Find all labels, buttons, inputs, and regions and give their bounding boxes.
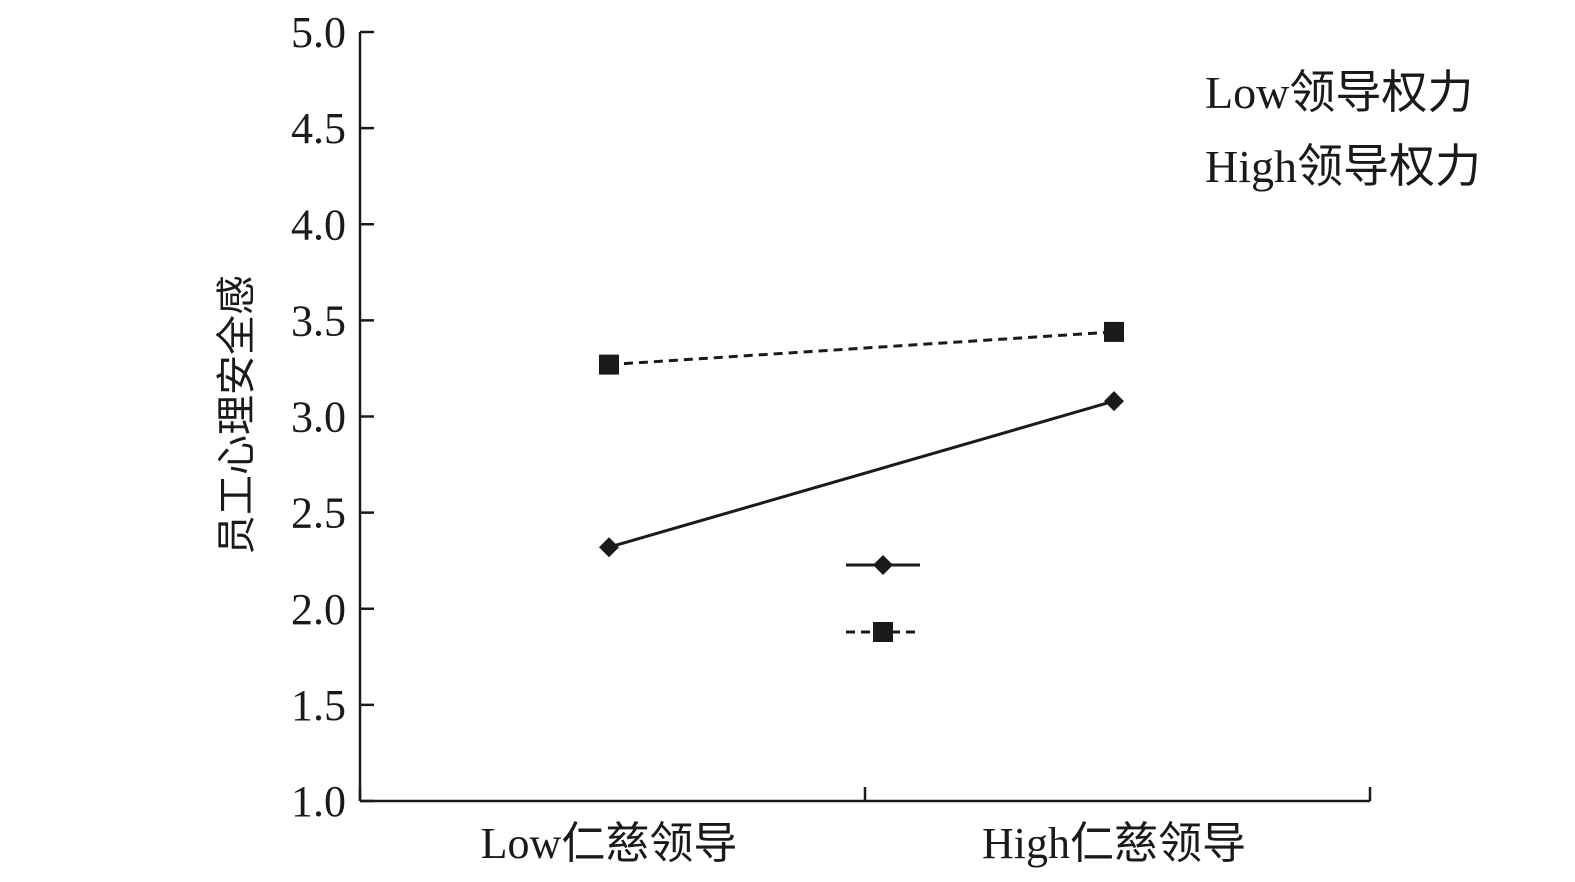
series-line — [608, 330, 1115, 367]
legend-label: Low领导权力 — [1205, 67, 1473, 118]
x-category-label: Low仁慈领导 — [481, 819, 738, 868]
data-point — [599, 537, 619, 558]
legend-swatch — [846, 555, 920, 575]
y-tick-label: 2.5 — [291, 489, 346, 538]
y-tick-label: 5.0 — [291, 8, 346, 57]
data-point — [599, 354, 619, 375]
data-point — [1104, 391, 1124, 412]
legend-swatch-marker — [873, 622, 893, 642]
series-line — [608, 399, 1115, 549]
y-axis-ticks: 1.0 1.5 2.0 2.5 3.0 3.5 4.0 4.5 5.0 — [291, 8, 374, 826]
series-1 — [599, 391, 1124, 558]
y-tick-label: 2.0 — [291, 585, 346, 634]
y-tick-label: 4.0 — [291, 200, 346, 249]
data-point — [1104, 321, 1124, 342]
x-axis-ticks: Low仁慈领导 High仁慈领导 — [358, 787, 1372, 868]
legend-swatch-marker — [873, 555, 893, 575]
legend-swatch — [846, 622, 920, 642]
legend-label: High领导权力 — [1205, 141, 1481, 192]
y-tick-label: 1.5 — [291, 681, 346, 730]
series-2 — [599, 321, 1124, 375]
x-category-label: High仁慈领导 — [982, 819, 1246, 868]
y-tick-label: 3.5 — [291, 296, 346, 345]
series-layer — [599, 321, 1124, 558]
y-tick-label: 3.0 — [291, 393, 346, 442]
y-tick-label: 1.0 — [291, 777, 346, 826]
y-tick-label: 4.5 — [291, 104, 346, 153]
legend: Low领导权力 High领导权力 — [846, 67, 1481, 642]
y-axis-label: 员工心理安全感 — [214, 275, 259, 555]
